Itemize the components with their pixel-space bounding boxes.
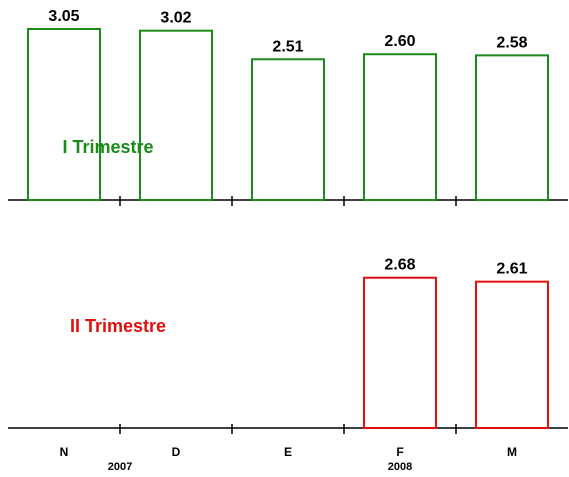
tick-label-N: N — [60, 445, 69, 459]
bottom-panel-label: II Trimestre — [70, 316, 166, 336]
value-label-N-panel-1: 3.05 — [48, 8, 79, 25]
value-label-M-panel-2: 2.61 — [496, 261, 527, 278]
tick-label-M: M — [507, 445, 517, 459]
bar-M-panel-1 — [475, 54, 549, 202]
top-panel: 3.05 3.02 2.51 2.60 2.58 I Trimestre — [8, 8, 568, 206]
tick-label-E: E — [284, 445, 292, 459]
year-label-2008: 2008 — [388, 461, 412, 473]
bar-F-panel-2 — [363, 276, 437, 429]
bar-F-panel-1 — [363, 53, 437, 201]
bar-N-panel-1 — [27, 28, 101, 201]
top-panel-label: I Trimestre — [62, 137, 153, 157]
value-label-F-panel-1: 2.60 — [384, 33, 415, 50]
bar-E-panel-1 — [251, 58, 325, 202]
bar-D-panel-1 — [139, 29, 213, 202]
year-label-2007: 2007 — [108, 461, 132, 473]
value-label-M-panel-1: 2.58 — [496, 34, 527, 51]
value-label-E-panel-1: 2.51 — [272, 38, 303, 55]
bar-M-panel-2 — [475, 280, 549, 429]
value-label-D-panel-1: 3.02 — [160, 10, 191, 27]
bottom-panel: 2.68 2.61 II Trimestre — [8, 257, 568, 434]
tick-label-F: F — [396, 445, 403, 459]
tick-label-D: D — [172, 445, 181, 459]
x-axis: N D E F M 2007 2008 — [60, 445, 517, 473]
value-label-F-panel-2: 2.68 — [384, 257, 415, 274]
